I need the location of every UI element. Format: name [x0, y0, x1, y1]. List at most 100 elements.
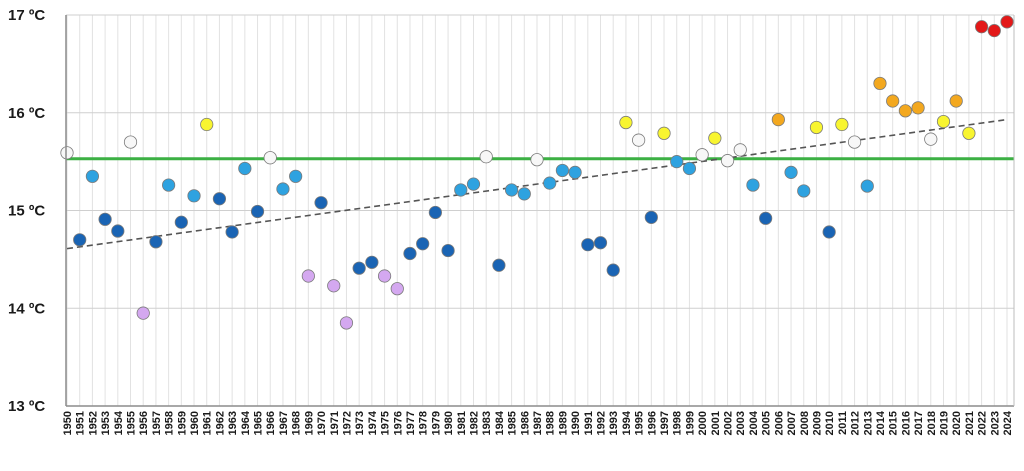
x-tick-label: 2007 [786, 411, 798, 435]
data-point-2024 [1000, 15, 1014, 29]
data-point-1993 [606, 263, 620, 277]
x-tick-label: 2020 [951, 411, 963, 435]
data-point-1950 [60, 146, 74, 160]
data-point-1977 [403, 246, 417, 261]
x-tick-label: 1973 [354, 411, 366, 435]
x-tick-label: 1963 [227, 411, 239, 435]
data-point-2007 [784, 165, 798, 179]
data-point-2018 [924, 132, 938, 146]
data-point-2021 [962, 126, 976, 140]
data-point-1997 [657, 126, 671, 140]
data-point-1996 [644, 210, 658, 224]
x-tick-label: 2005 [761, 411, 773, 435]
data-point-2001 [708, 131, 722, 145]
x-tick-label: 1954 [113, 410, 125, 435]
x-tick-label: 1955 [126, 411, 138, 435]
x-tick-label: 1991 [583, 411, 595, 435]
x-tick-label: 1974 [367, 410, 379, 435]
x-tick-label: 1969 [303, 411, 315, 435]
x-tick-label: 1979 [430, 411, 442, 435]
data-point-2009 [809, 120, 824, 135]
y-tick-label: 15 ºC [8, 203, 45, 220]
x-tick-label: 2014 [875, 410, 887, 435]
data-point-1968 [289, 169, 303, 183]
x-tick-label: 1985 [507, 411, 519, 435]
x-tick-label: 2008 [799, 411, 811, 435]
data-point-1979 [428, 205, 442, 220]
x-tick-label: 1958 [164, 411, 176, 435]
data-point-1980 [441, 243, 455, 258]
x-tick-label: 1993 [608, 411, 620, 435]
data-point-2013 [860, 179, 874, 193]
data-point-2003 [733, 143, 747, 157]
data-point-2012 [847, 135, 862, 149]
x-tick-label: 1956 [138, 411, 150, 435]
x-tick-label: 1952 [87, 411, 99, 435]
data-point-2022 [974, 20, 989, 34]
x-tick-label: 1959 [176, 411, 188, 435]
data-point-1953 [98, 212, 112, 226]
x-tick-label: 1988 [545, 411, 557, 435]
data-point-1960 [187, 189, 201, 203]
data-point-2011 [835, 117, 849, 132]
x-tick-label: 1971 [329, 411, 341, 435]
data-point-2008 [797, 184, 811, 198]
data-point-1956 [136, 306, 150, 320]
data-point-2010 [822, 225, 836, 239]
data-point-2020 [949, 94, 963, 108]
x-tick-label: 2015 [888, 411, 900, 435]
x-tick-label: 1968 [291, 411, 303, 435]
data-point-2002 [720, 154, 735, 168]
x-tick-label: 1964 [240, 410, 252, 435]
data-point-1990 [568, 165, 582, 179]
x-tick-label: 1961 [202, 411, 214, 435]
x-tick-label: 1978 [418, 411, 430, 435]
data-point-1975 [377, 269, 392, 283]
x-tick-label: 1998 [672, 411, 684, 435]
data-point-1978 [416, 237, 430, 251]
data-point-1954 [111, 224, 125, 238]
data-point-2004 [746, 178, 760, 192]
x-tick-label: 2024 [1002, 410, 1014, 435]
x-tick-label: 1999 [684, 411, 696, 435]
data-point-1998 [670, 155, 684, 169]
x-tick-label: 1997 [659, 411, 671, 435]
x-tick-label: 1976 [392, 411, 404, 435]
x-tick-label: 1994 [621, 410, 633, 435]
x-tick-label: 1996 [646, 411, 658, 435]
data-point-1966 [263, 151, 277, 165]
data-point-1981 [454, 183, 468, 197]
data-point-1952 [85, 169, 100, 183]
data-point-1951 [73, 233, 87, 247]
data-point-1971 [327, 279, 341, 293]
x-tick-label: 2006 [773, 411, 785, 435]
x-tick-label: 2023 [989, 411, 1001, 435]
x-tick-label: 1962 [214, 411, 226, 435]
x-tick-label: 2004 [748, 410, 760, 435]
x-tick-label: 2017 [913, 411, 925, 435]
x-tick-label: 1972 [341, 411, 353, 435]
x-tick-label: 1989 [557, 411, 569, 435]
data-point-1991 [581, 238, 595, 252]
x-tick-label: 1950 [62, 411, 74, 435]
data-point-2019 [936, 114, 951, 129]
x-tick-label: 2011 [837, 411, 849, 435]
data-point-2015 [886, 94, 900, 108]
data-point-2006 [771, 112, 785, 127]
x-tick-label: 2009 [811, 411, 823, 435]
x-tick-label: 1967 [278, 411, 290, 435]
x-tick-label: 1980 [443, 411, 455, 435]
data-point-1989 [555, 163, 570, 178]
data-point-1994 [619, 115, 633, 130]
data-point-2023 [987, 24, 1001, 38]
x-tick-label: 1966 [265, 411, 277, 435]
x-tick-label: 1995 [634, 411, 646, 435]
x-tick-label: 1970 [316, 411, 328, 435]
x-tick-label: 2022 [977, 411, 989, 435]
data-point-1999 [682, 161, 697, 176]
x-tick-label: 1975 [380, 411, 392, 435]
x-tick-label: 1957 [151, 411, 163, 435]
data-point-1957 [149, 235, 163, 249]
